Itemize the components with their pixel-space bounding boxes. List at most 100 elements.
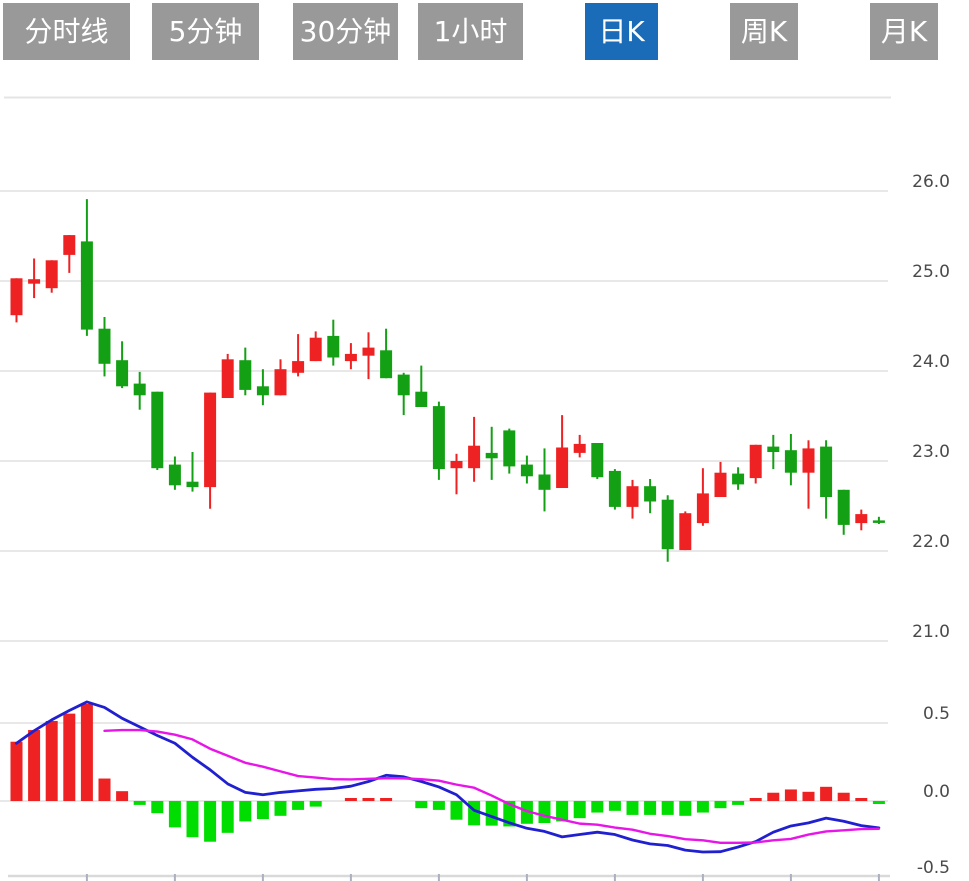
candle-body-up: [221, 359, 234, 398]
macd-histogram-bar: [221, 801, 234, 833]
candle-body-up: [292, 361, 305, 373]
candle-body-down: [239, 360, 252, 390]
candle-body-up: [28, 279, 41, 284]
macd-histogram-bar: [520, 801, 533, 824]
macd-histogram-bar: [679, 801, 692, 816]
candle-body-up: [204, 392, 217, 488]
macd-histogram-bar: [644, 801, 657, 815]
macd-histogram-bar: [415, 801, 428, 809]
candle-body-down: [608, 470, 621, 507]
candle-body-down: [133, 383, 146, 396]
macd-tick-label: 0.5: [923, 704, 950, 724]
macd-histogram-bar: [837, 792, 850, 801]
candle-body-down: [168, 464, 181, 486]
timeframe-tabbar: 分时线 5分钟 30分钟 1小时 日K 周K 月K: [0, 0, 969, 64]
macd-histogram-bar: [256, 801, 269, 820]
macd-histogram-bar: [820, 786, 833, 801]
candle-body-down: [503, 430, 516, 467]
candle-body-up: [714, 472, 727, 497]
macd-histogram-bar: [450, 801, 463, 820]
candle-body-up: [855, 514, 868, 524]
price-tick-label: 25.0: [912, 262, 950, 282]
candle-body-down: [256, 386, 269, 396]
macd-histogram-bar: [732, 801, 745, 805]
macd-histogram-bar: [362, 798, 375, 801]
candle-body-down: [116, 360, 129, 387]
macd-tick-label: -0.5: [917, 858, 950, 878]
candle-body-up: [63, 235, 76, 255]
tab-daily-k[interactable]: 日K: [585, 3, 658, 60]
price-tick-label: 23.0: [912, 442, 950, 462]
macd-histogram: [10, 703, 885, 842]
macd-histogram-bar: [10, 741, 23, 801]
candle-body-down: [98, 328, 111, 364]
macd-histogram-bar: [714, 801, 727, 809]
candle-body-down: [186, 481, 199, 488]
candle-body-down: [837, 489, 850, 525]
candle-body-down: [591, 443, 604, 478]
tab-30min[interactable]: 30分钟: [293, 3, 398, 60]
candle-body-down: [432, 406, 445, 470]
macd-histogram-bar: [186, 801, 199, 838]
candle-body-down: [327, 335, 340, 358]
macd-histogram-bar: [98, 778, 111, 801]
macd-histogram-bar: [626, 801, 639, 815]
candle-body-up: [573, 443, 586, 453]
macd-histogram-bar: [116, 791, 129, 801]
macd-histogram-bar: [80, 703, 93, 801]
macd-histogram-bar: [239, 801, 252, 822]
tab-monthly-k[interactable]: 月K: [870, 3, 938, 60]
macd-histogram-bar: [802, 791, 815, 801]
candle-body-up: [450, 461, 463, 469]
price-tick-label: 24.0: [912, 352, 950, 372]
candle-body-up: [10, 278, 23, 316]
macd-histogram-bar: [784, 789, 797, 801]
tab-1hour[interactable]: 1小时: [418, 3, 523, 60]
candle-body-down: [784, 450, 797, 473]
dif-line: [15, 700, 881, 854]
candle-body-up: [626, 486, 639, 507]
dea-line: [103, 728, 881, 845]
macd-histogram-bar: [292, 801, 305, 810]
tab-timeline[interactable]: 分时线: [3, 3, 130, 60]
candle-body-down: [732, 473, 745, 485]
macd-histogram-bar: [63, 713, 76, 801]
candle-body-down: [644, 486, 657, 502]
candle-body-up: [274, 369, 287, 396]
candle-body-down: [820, 446, 833, 497]
candle-body-up: [749, 444, 762, 479]
tab-weekly-k[interactable]: 周K: [730, 3, 798, 60]
candle-body-up: [802, 448, 815, 473]
macd-histogram-bar: [608, 801, 621, 811]
candle-body-down: [380, 350, 393, 379]
macd-histogram-bar: [45, 720, 58, 801]
macd-histogram-bar: [309, 801, 322, 807]
candle-body-down: [397, 374, 410, 396]
macd-histogram-bar: [344, 798, 357, 801]
candle-body-down: [538, 474, 551, 490]
tab-5min[interactable]: 5分钟: [152, 3, 259, 60]
candle-body-up: [468, 445, 481, 469]
candle-body-up: [679, 513, 692, 551]
macd-histogram-bar: [661, 801, 674, 815]
macd-histogram-bar: [556, 801, 569, 822]
axis-labels: 26.0 25.0 24.0 23.0 22.0 21.0 0.5 0.0 -0.5: [912, 172, 950, 878]
macd-histogram-bar: [872, 801, 885, 804]
candle-body-up: [556, 447, 569, 488]
macd-histogram-bar: [749, 798, 762, 801]
candle-body-down: [661, 499, 674, 550]
price-tick-label: 26.0: [912, 172, 950, 192]
macd-histogram-bar: [28, 730, 41, 801]
macd-histogram-bar: [432, 801, 445, 810]
price-tick-label: 21.0: [912, 622, 950, 642]
macd-histogram-bar: [274, 801, 287, 816]
candle-body-up: [362, 347, 375, 356]
macd-histogram-bar: [151, 801, 164, 814]
candles: [10, 199, 885, 562]
candle-body-down: [520, 464, 533, 477]
candle-body-down: [485, 452, 498, 459]
candle-body-down: [80, 241, 93, 330]
macd-histogram-bar: [204, 801, 217, 842]
